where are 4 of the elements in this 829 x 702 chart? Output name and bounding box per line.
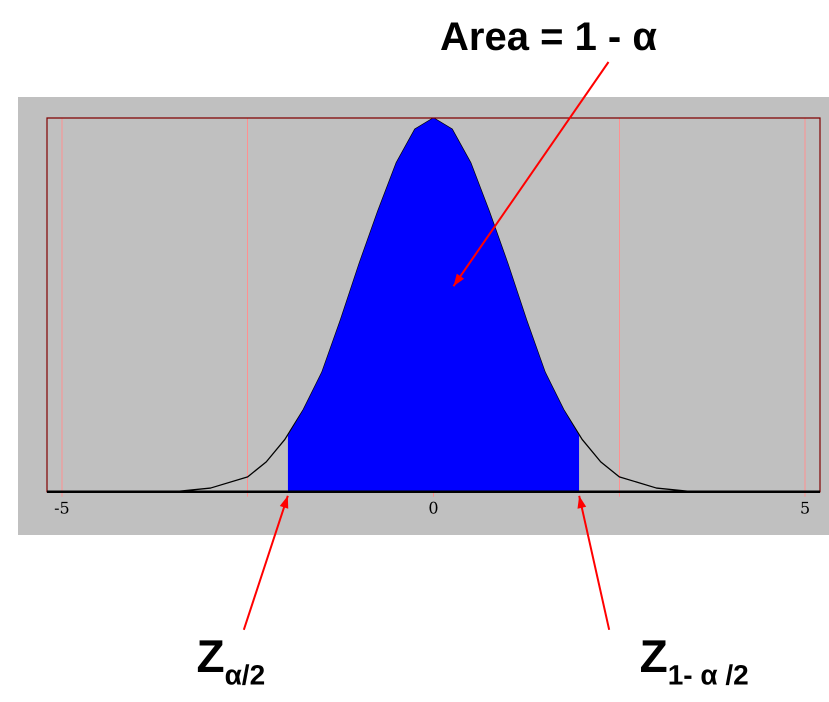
x-tick-label: 0 <box>428 498 439 518</box>
x-tick-label: -5 <box>54 498 70 518</box>
x-tick-label: 5 <box>800 498 810 518</box>
text: Area = 1 - α <box>440 15 658 59</box>
